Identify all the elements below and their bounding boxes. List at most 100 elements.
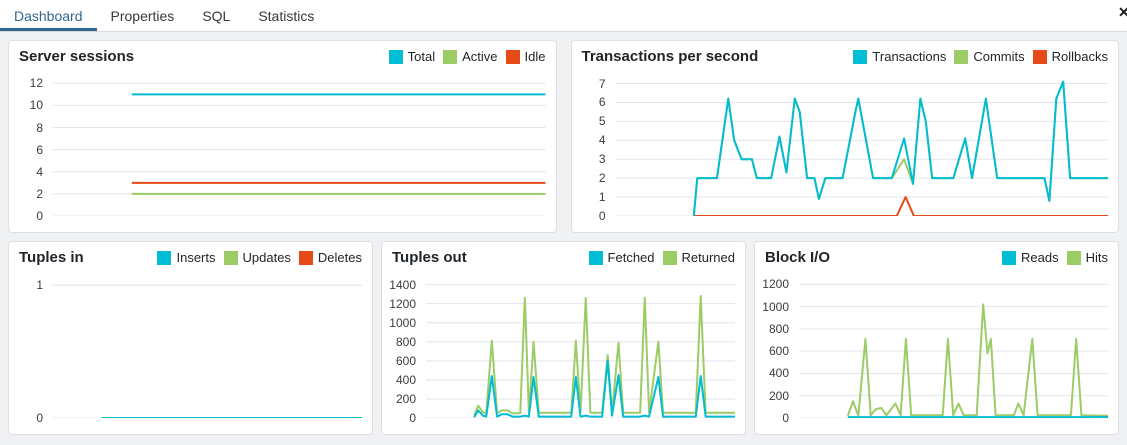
y-tick-label: 0	[36, 411, 43, 425]
chart-panel-transactions-per-second: Transactions per second Transactions Comm…	[570, 40, 1119, 233]
tab-bar: Dashboard Properties SQL Statistics ✕	[0, 0, 1127, 32]
legend-item-inserts: Inserts	[157, 250, 216, 265]
y-axis-labels: 0 1 2 3 4 5 6 7	[572, 75, 612, 222]
y-tick-label: 1200	[762, 277, 789, 292]
legend-item-active: Active	[443, 49, 498, 64]
chart-header: Tuples in Inserts Updates Deletes	[9, 242, 372, 266]
legend-label: Hits	[1085, 250, 1108, 265]
legend-label: Deletes	[317, 250, 362, 265]
tab-sql[interactable]: SQL	[202, 7, 231, 24]
chart-header: Transactions per second Transactions Comm…	[572, 41, 1119, 65]
y-tick-label: 1	[598, 190, 606, 205]
legend-swatch-icon	[223, 250, 238, 265]
legend-item-commits: Commits	[954, 49, 1025, 64]
chart-legend: Fetched Returned	[588, 250, 735, 265]
chart-plot-transactions-per-second: 0 1 2 3 4 5 6 7	[572, 65, 1119, 232]
chart-plot-server-sessions: 0 2 4 6 8 10 12	[9, 65, 556, 232]
chart-panel-server-sessions: Server sessions Total Active Idle 0 2 4 6 8 10 1…	[8, 40, 557, 233]
legend-label: Active	[462, 49, 498, 64]
tab-dashboard[interactable]: Dashboard	[0, 0, 97, 31]
chart-legend: Inserts Updates Deletes	[157, 250, 362, 265]
y-tick-label: 8	[36, 120, 43, 135]
y-tick-label: 1400	[389, 277, 416, 292]
y-tick-label: 4	[36, 164, 43, 179]
y-tick-label: 400	[768, 366, 789, 381]
chart-title-transactions-per-second: Transactions per second	[581, 48, 759, 65]
legend-label: Returned	[681, 250, 735, 265]
legend-item-updates: Updates	[223, 250, 291, 265]
legend-label: Total	[407, 49, 436, 64]
y-tick-label: 0	[36, 209, 43, 223]
chart-panel-tuples-out: Tuples out Fetched Returned 0 200 400 600 800…	[381, 241, 746, 435]
y-tick-label: 0	[598, 209, 606, 223]
legend-item-idle: Idle	[505, 49, 546, 64]
plot-area	[799, 276, 1108, 418]
legend-swatch-icon	[1032, 49, 1047, 64]
legend-item-reads: Reads	[1002, 250, 1059, 265]
legend-swatch-icon	[157, 250, 172, 265]
legend-swatch-icon	[443, 49, 458, 64]
y-tick-label: 1000	[762, 299, 789, 314]
y-tick-label: 2	[598, 171, 606, 186]
legend-item-returned: Returned	[662, 250, 735, 265]
legend-label: Updates	[242, 250, 291, 265]
y-tick-label: 600	[768, 344, 789, 359]
legend-item-transactions: Transactions	[853, 49, 946, 64]
chart-legend: Total Active Idle	[388, 49, 546, 64]
y-tick-label: 3	[598, 152, 606, 167]
chart-header: Server sessions Total Active Idle	[9, 41, 556, 65]
tab-properties[interactable]: Properties	[110, 7, 175, 24]
y-tick-label: 0	[409, 411, 416, 425]
y-tick-label: 800	[768, 321, 789, 336]
plot-area	[426, 276, 735, 418]
y-tick-label: 1000	[389, 315, 416, 330]
dashboard-content: Server sessions Total Active Idle 0 2 4 6 8 10 1…	[0, 32, 1127, 445]
legend-swatch-icon	[1066, 250, 1081, 265]
legend-label: Reads	[1021, 250, 1059, 265]
legend-swatch-icon	[388, 49, 403, 64]
chart-legend: Transactions Commits Rollbacks	[853, 49, 1108, 64]
legend-swatch-icon	[853, 49, 868, 64]
y-tick-label: 200	[768, 388, 789, 403]
legend-label: Transactions	[872, 49, 947, 64]
legend-label: Idle	[524, 49, 546, 64]
y-tick-label: 5	[598, 114, 606, 129]
plot-area	[53, 75, 546, 216]
plot-area	[616, 75, 1109, 216]
y-tick-label: 6	[598, 95, 606, 110]
legend-item-rollbacks: Rollbacks	[1032, 49, 1108, 64]
chart-legend: Reads Hits	[1002, 250, 1108, 265]
chart-title-block-io: Block I/O	[765, 249, 831, 266]
y-tick-label: 7	[598, 76, 606, 91]
y-tick-label: 200	[395, 391, 416, 406]
legend-label: Inserts	[176, 250, 216, 265]
y-tick-label: 2	[36, 186, 43, 201]
y-tick-label: 12	[29, 76, 43, 91]
chart-title-server-sessions: Server sessions	[19, 48, 135, 65]
legend-swatch-icon	[298, 250, 313, 265]
y-tick-label: 4	[598, 133, 606, 148]
legend-label: Rollbacks	[1051, 49, 1108, 64]
y-tick-label: 400	[395, 372, 416, 387]
y-tick-label: 1200	[389, 296, 416, 311]
legend-item-hits: Hits	[1066, 250, 1108, 265]
tab-statistics[interactable]: Statistics	[258, 7, 315, 24]
chart-title-tuples-in: Tuples in	[19, 249, 84, 266]
chart-header: Tuples out Fetched Returned	[382, 242, 745, 266]
chart-plot-block-io: 0 200 400 600 800 1000 1200	[755, 266, 1118, 434]
legend-item-total: Total	[388, 49, 436, 64]
legend-label: Commits	[973, 49, 1025, 64]
plot-area	[53, 276, 362, 418]
legend-item-deletes: Deletes	[298, 250, 362, 265]
y-tick-label: 0	[782, 411, 789, 425]
legend-swatch-icon	[505, 49, 520, 64]
y-axis-labels: 0 200 400 600 800 1000 1200	[755, 276, 795, 424]
legend-swatch-icon	[662, 250, 677, 265]
legend-swatch-icon	[954, 49, 969, 64]
close-icon[interactable]: ✕	[1118, 4, 1127, 20]
y-tick-label: 10	[29, 98, 43, 113]
y-tick-label: 1	[36, 278, 43, 293]
